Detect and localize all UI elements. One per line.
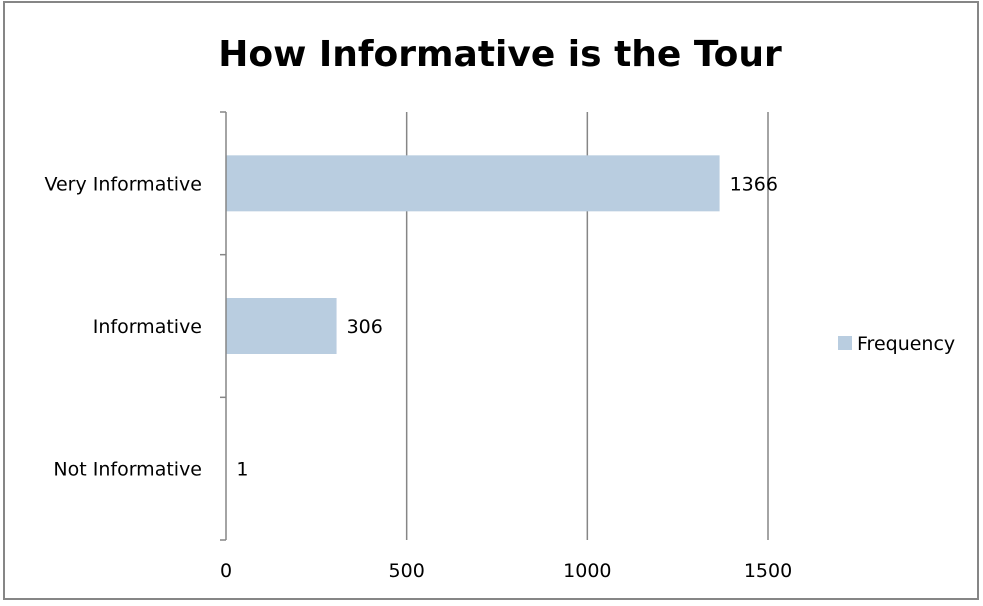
bar-0 xyxy=(226,155,720,211)
legend-swatch xyxy=(838,336,852,350)
data-label-1: 306 xyxy=(347,316,383,338)
x-tick-label-500: 500 xyxy=(389,560,425,582)
legend-label: Frequency xyxy=(857,333,955,355)
category-label-2: Not Informative xyxy=(53,459,202,481)
data-label-2: 1 xyxy=(236,459,248,481)
bar-1 xyxy=(226,298,337,354)
x-tick-label-1500: 1500 xyxy=(744,560,792,582)
data-label-0: 1366 xyxy=(730,173,778,195)
chart-border xyxy=(4,2,978,599)
x-tick-label-1000: 1000 xyxy=(563,560,611,582)
category-label-1: Informative xyxy=(93,316,202,338)
category-label-0: Very Informative xyxy=(44,173,202,195)
x-tick-label-0: 0 xyxy=(220,560,232,582)
chart-title: How Informative is the Tour xyxy=(218,34,782,75)
